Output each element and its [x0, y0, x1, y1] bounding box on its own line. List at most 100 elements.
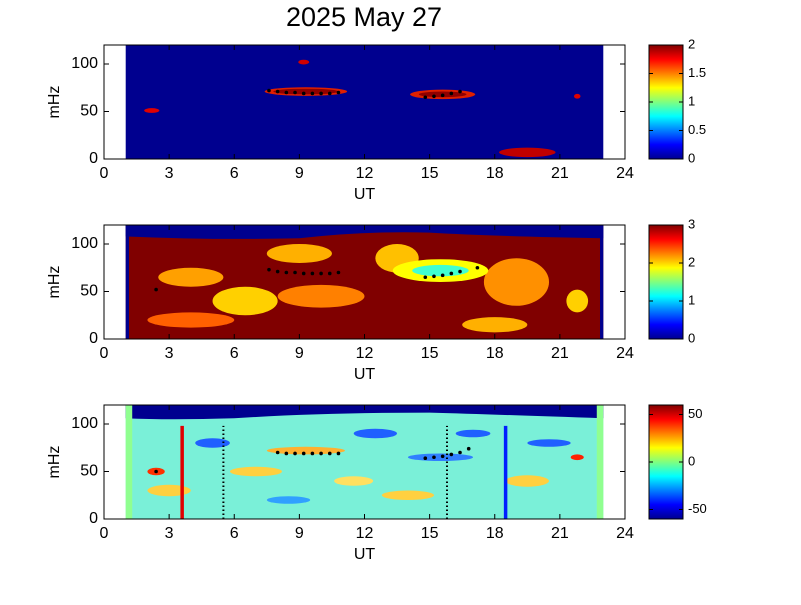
trace-point	[449, 271, 454, 276]
colorbar-tick-label: 2	[688, 254, 695, 269]
colorbar-tick-label: 3	[688, 216, 695, 231]
trace-point	[293, 90, 297, 95]
x-axis-label: UT	[354, 186, 376, 203]
trace-point	[284, 451, 289, 456]
x-tick-label: 12	[356, 165, 374, 182]
trace-point	[275, 450, 280, 455]
trace-point	[284, 90, 289, 95]
x-tick-label: 3	[165, 345, 174, 362]
colorbar-tick-label: 0	[688, 453, 695, 468]
trace-point	[432, 455, 436, 460]
y-tick-label: 100	[71, 55, 98, 72]
y-tick-label: 0	[89, 510, 98, 527]
colorbar-tick-label: 2	[688, 36, 695, 51]
trace-point	[423, 95, 428, 100]
x-tick-label: 24	[616, 345, 634, 362]
x-tick-label: 18	[486, 525, 504, 542]
trace-point	[458, 269, 462, 274]
x-tick-label: 15	[421, 525, 439, 542]
trace-point	[458, 89, 462, 94]
trace-point	[154, 469, 158, 474]
trace-point	[319, 91, 323, 96]
y-tick-label: 100	[71, 415, 98, 432]
figure-title: 2025 May 27	[286, 2, 442, 32]
trace-point	[327, 91, 332, 96]
y-axis-label: mHz	[46, 446, 63, 479]
x-tick-label: 0	[100, 165, 109, 182]
trace-point	[432, 94, 436, 99]
trace-point	[310, 91, 315, 96]
x-axis-label: UT	[354, 366, 376, 383]
trace-point	[301, 451, 306, 456]
x-tick-label: 18	[486, 345, 504, 362]
x-tick-label: 6	[230, 525, 239, 542]
x-tick-label: 21	[551, 165, 569, 182]
x-tick-label: 6	[230, 165, 239, 182]
x-tick-label: 24	[616, 165, 634, 182]
y-tick-label: 50	[80, 103, 98, 120]
x-tick-label: 6	[230, 345, 239, 362]
x-tick-label: 9	[295, 165, 304, 182]
x-axis-label: UT	[354, 546, 376, 563]
trace-point	[310, 271, 315, 276]
colorbar-tick-label: 1	[688, 93, 695, 108]
trace-point	[301, 271, 306, 276]
y-tick-label: 0	[89, 150, 98, 167]
trace-point	[336, 270, 341, 275]
trace-point	[336, 90, 341, 95]
y-axis-label: mHz	[46, 266, 63, 299]
x-tick-label: 0	[100, 525, 109, 542]
y-tick-label: 100	[71, 235, 98, 252]
y-tick-label: 50	[80, 283, 98, 300]
trace-point	[275, 89, 280, 94]
trace-point	[449, 91, 454, 96]
y-tick-label: 0	[89, 330, 98, 347]
trace-point	[423, 275, 428, 280]
trace-point	[336, 451, 341, 456]
heatmap-image	[125, 225, 604, 339]
trace-point	[440, 93, 445, 98]
trace-point	[284, 270, 289, 275]
trace-point	[432, 274, 436, 279]
heatmap-image	[125, 45, 604, 159]
trace-point	[440, 454, 445, 459]
trace-point	[327, 451, 332, 456]
trace-point	[293, 451, 297, 456]
x-tick-label: 15	[421, 345, 439, 362]
trace-point	[449, 452, 454, 457]
x-tick-label: 21	[551, 525, 569, 542]
colorbar-tick-label: 1	[688, 292, 695, 307]
trace-point	[267, 88, 271, 93]
trace-point	[293, 270, 297, 275]
trace-point	[466, 446, 471, 451]
colorbar-tick-label: 0	[688, 330, 695, 345]
trace-point	[301, 91, 306, 96]
colorbar-tick-label: 1.5	[688, 65, 706, 80]
colorbar-tick-label: -50	[688, 501, 707, 516]
x-tick-label: 3	[165, 165, 174, 182]
x-tick-label: 15	[421, 165, 439, 182]
colorbar-tick-label: 0.5	[688, 122, 706, 137]
x-tick-label: 9	[295, 525, 304, 542]
colorbar-tick-label: 0	[688, 150, 695, 165]
trace-point	[275, 269, 280, 274]
trace-point	[458, 450, 462, 455]
x-tick-label: 24	[616, 525, 634, 542]
x-tick-label: 21	[551, 345, 569, 362]
x-tick-label: 0	[100, 345, 109, 362]
x-tick-label: 3	[165, 525, 174, 542]
x-tick-label: 9	[295, 345, 304, 362]
colorbar	[648, 404, 684, 520]
colorbar	[648, 44, 684, 160]
heatmap-image	[125, 405, 604, 519]
x-tick-label: 18	[486, 165, 504, 182]
trace-point	[319, 271, 323, 276]
trace-point	[327, 271, 332, 276]
trace-point	[154, 287, 158, 292]
trace-point	[440, 273, 445, 278]
y-axis-label: mHz	[46, 86, 63, 119]
colorbar	[648, 224, 684, 340]
trace-point	[319, 451, 323, 456]
y-tick-label: 50	[80, 463, 98, 480]
